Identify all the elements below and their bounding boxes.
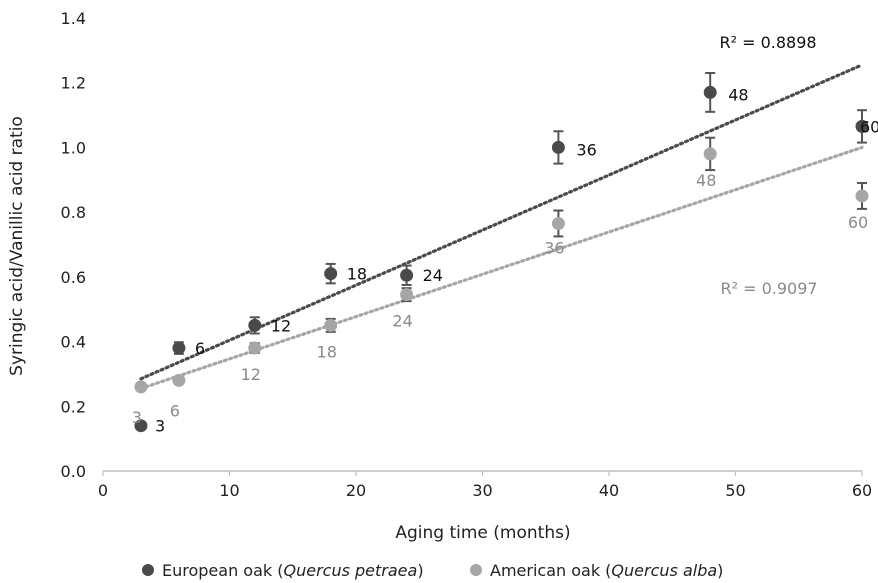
x-tick-label: 0 — [98, 481, 108, 500]
x-tick-label: 30 — [472, 481, 492, 500]
point-label-american: 60 — [848, 213, 868, 232]
r-squared-labels: R² = 0.8898 R² = 0.9097 — [719, 33, 817, 298]
trendlines — [139, 63, 864, 391]
legend-label-american: American oak (Quercus alba) — [490, 561, 723, 580]
data-point-european — [324, 267, 338, 281]
x-tick-label: 20 — [346, 481, 366, 500]
point-label-american: 24 — [392, 312, 412, 331]
y-axis-title: Syringic acid/Vanillic acid ratio — [7, 116, 27, 376]
point-label-european: 60 — [860, 117, 878, 136]
point-label-american: 18 — [317, 342, 337, 361]
data-point-european — [134, 419, 148, 433]
y-tick-label: 0.2 — [61, 397, 86, 416]
point-label-european: 18 — [347, 265, 367, 284]
data-point-european — [248, 318, 262, 332]
data-point-european — [172, 341, 186, 355]
data-point-american — [248, 341, 262, 355]
data-point-american — [172, 373, 186, 387]
legend-marker-european — [142, 564, 154, 576]
point-label-american: 6 — [170, 401, 180, 420]
point-label-american: 3 — [132, 408, 142, 427]
legend-marker-american — [470, 564, 482, 576]
data-point-american — [855, 189, 869, 203]
point-label-european: 12 — [271, 316, 291, 335]
axes: 0 10 20 30 40 50 60 0.0 0.2 0.4 0.6 0.8 1.0 1.2 1.4 — [61, 9, 873, 500]
data-point-american — [324, 318, 338, 332]
data-point-european — [703, 85, 717, 99]
y-tick-label: 1.2 — [61, 74, 86, 93]
r2-label-european: R² = 0.8898 — [719, 33, 816, 52]
data-point-european — [551, 140, 565, 154]
legend-label-european: European oak (Quercus petraea) — [162, 561, 424, 580]
point-label-european: 24 — [423, 266, 443, 285]
trendline-american — [139, 145, 864, 391]
data-point-european — [400, 268, 414, 282]
y-tick-label: 0.8 — [61, 203, 86, 222]
point-label-european: 48 — [728, 85, 748, 104]
data-points — [134, 85, 869, 433]
point-label-american: 36 — [544, 238, 564, 257]
y-tick-label: 0.0 — [61, 462, 86, 481]
point-label-european: 36 — [576, 140, 596, 159]
point-label-american: 48 — [696, 171, 716, 190]
trendline-european — [139, 63, 864, 381]
x-tick-label: 10 — [219, 481, 239, 500]
point-label-european: 6 — [195, 339, 205, 358]
data-point-american — [400, 288, 414, 302]
y-tick-label: 1.4 — [61, 9, 86, 28]
y-tick-label: 1.0 — [61, 138, 86, 157]
y-tick-label: 0.6 — [61, 268, 86, 287]
data-point-american — [703, 147, 717, 161]
y-tick-label: 0.4 — [61, 333, 86, 352]
data-point-european — [855, 119, 869, 133]
x-tick-label: 60 — [852, 481, 872, 500]
point-label-european: 3 — [155, 417, 165, 436]
point-label-american: 12 — [241, 365, 261, 384]
data-point-american — [134, 380, 148, 394]
data-point-american — [551, 216, 565, 230]
x-tick-label: 40 — [599, 481, 619, 500]
x-tick-label: 50 — [725, 481, 745, 500]
legend: European oak (Quercus petraea) American o… — [142, 561, 723, 580]
r2-label-american: R² = 0.9097 — [720, 279, 817, 298]
x-axis-title: Aging time (months) — [395, 523, 570, 543]
